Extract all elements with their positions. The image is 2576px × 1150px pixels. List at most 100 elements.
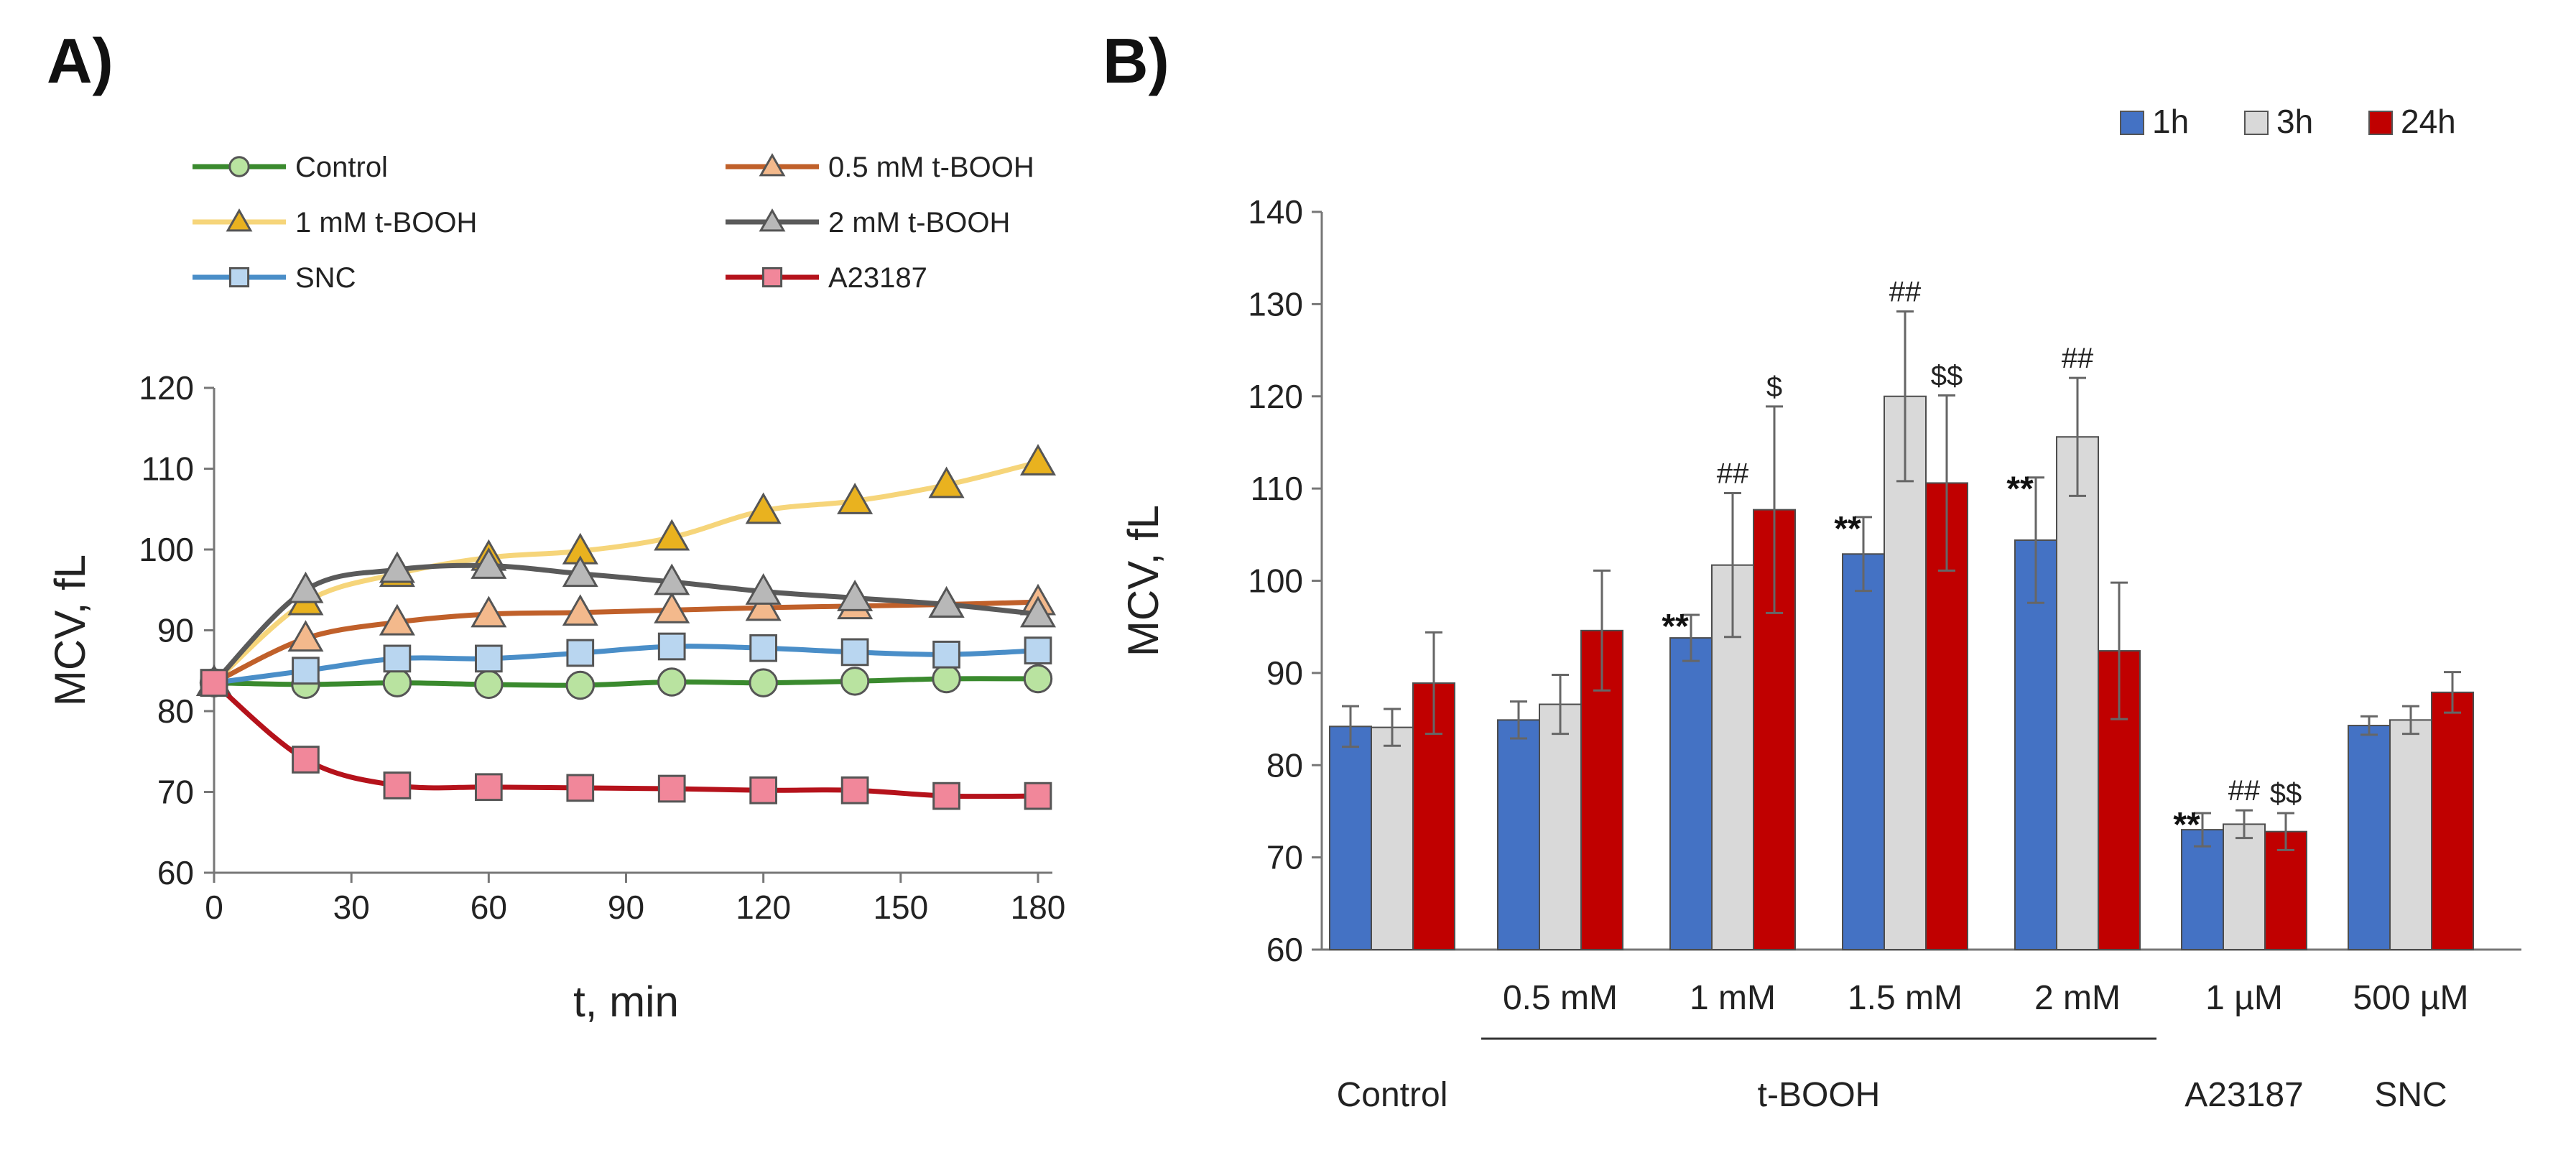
y-tick-label: 80 <box>157 692 194 730</box>
bar-chart-b: 60 70 80 90 100 110 120 130 140 MCV, fL 0.5 mM 1 mM… <box>1119 103 2521 1114</box>
data-point <box>745 492 782 524</box>
panel-a-label: A) <box>47 25 113 96</box>
data-point <box>200 669 228 697</box>
x-tick-label: 120 <box>736 889 791 926</box>
significance-marker: ** <box>2173 806 2200 844</box>
series-line <box>211 644 1041 686</box>
category-label: 0.5 mM <box>1503 979 1618 1017</box>
data-point <box>562 594 598 626</box>
significance-marker: ** <box>1834 510 1861 548</box>
data-point <box>932 664 961 694</box>
category-label: 1.5 mM <box>1848 979 1963 1017</box>
x-tick-label: 180 <box>1011 889 1066 926</box>
bar-1h <box>1329 725 1372 951</box>
data-point <box>840 638 869 667</box>
data-point <box>654 563 690 595</box>
y-tick-label: 120 <box>1248 378 1303 415</box>
bar-1h <box>2014 539 2057 950</box>
category-group <box>1669 405 1796 951</box>
category-group <box>2181 809 2307 951</box>
legend-marker <box>761 266 783 288</box>
data-point <box>292 746 320 774</box>
series-1-mm-t-booh <box>195 444 1057 696</box>
category-label: 500 µM <box>2353 979 2468 1017</box>
significance-marker: $$ <box>1931 360 1963 391</box>
data-point <box>932 782 960 810</box>
legend-label: 3h <box>2276 103 2313 140</box>
data-point <box>382 668 412 697</box>
data-point <box>292 657 320 685</box>
bar-3h <box>1371 726 1414 951</box>
y-axis-title: MCV, fL <box>46 555 94 706</box>
legend-b: 1h 3h 24h <box>2120 103 2456 140</box>
significance-marker: $$ <box>2270 778 2302 810</box>
legend-swatch <box>2368 111 2393 135</box>
y-tick-label: 140 <box>1248 193 1303 231</box>
data-point <box>1019 444 1057 476</box>
y-tick-label: 70 <box>157 774 194 811</box>
series-a23187 <box>200 669 1052 810</box>
data-point <box>837 483 874 514</box>
data-point <box>749 776 778 804</box>
significance-marker: ** <box>2006 470 2034 509</box>
y-tick-label: 130 <box>1248 285 1303 323</box>
data-point <box>837 580 874 611</box>
y-tick-label: 60 <box>157 854 194 891</box>
data-point <box>1019 595 1057 628</box>
bar-3h <box>1539 703 1582 951</box>
x-tick-label: 0 <box>205 889 223 926</box>
group-label: A23187 <box>2184 1076 2304 1114</box>
x-tick-label: 90 <box>608 889 644 926</box>
legend-label: 1h <box>2152 103 2189 140</box>
category-group <box>2014 376 2141 950</box>
data-point <box>932 640 960 669</box>
y-tick-label: 70 <box>1266 839 1303 876</box>
data-point <box>749 634 778 662</box>
data-point <box>383 644 412 673</box>
data-point <box>840 667 870 696</box>
legend-label: SNC <box>295 262 356 294</box>
data-point <box>840 776 869 804</box>
data-point <box>1023 664 1053 694</box>
x-axis-title: t, min <box>573 978 679 1026</box>
bar-3h <box>2389 719 2432 950</box>
data-point <box>749 668 778 697</box>
data-point <box>474 773 503 802</box>
data-point <box>562 555 598 588</box>
series-line <box>211 599 1041 686</box>
significance-marker: ## <box>2062 343 2094 374</box>
data-point <box>474 669 504 700</box>
x-tick-label: 150 <box>873 889 928 926</box>
significance-marker: $ <box>1766 371 1782 403</box>
data-point <box>928 586 965 618</box>
data-point <box>566 639 595 667</box>
data-point <box>928 466 965 499</box>
data-point <box>287 620 324 652</box>
legend-marker <box>759 208 786 232</box>
series-line <box>211 562 1041 686</box>
series-line <box>211 676 1041 688</box>
x-tick-label: 30 <box>333 889 370 926</box>
data-point <box>657 774 686 803</box>
y-tick-label: 110 <box>1251 470 1303 507</box>
significance-marker: ## <box>1717 458 1749 490</box>
data-point <box>566 774 595 802</box>
legend-label: A23187 <box>828 262 927 294</box>
legend-label: 0.5 mM t-BOOH <box>828 152 1034 183</box>
y-tick-label: 60 <box>1266 931 1303 968</box>
y-tick-label: 110 <box>142 450 194 488</box>
group-label: SNC <box>2374 1076 2447 1114</box>
data-point <box>657 632 686 661</box>
data-point <box>745 589 782 621</box>
data-point <box>379 603 415 636</box>
significance-marker: ## <box>1889 277 1922 308</box>
category-group <box>1842 310 1968 950</box>
bar-24h <box>2431 691 2474 950</box>
y-tick-label: 90 <box>1266 654 1303 692</box>
series-control <box>199 664 1053 700</box>
data-point <box>471 595 507 628</box>
legend-label: 1 mM t-BOOH <box>295 207 477 238</box>
bar-1h <box>1669 637 1713 951</box>
legend-marker <box>759 153 786 177</box>
